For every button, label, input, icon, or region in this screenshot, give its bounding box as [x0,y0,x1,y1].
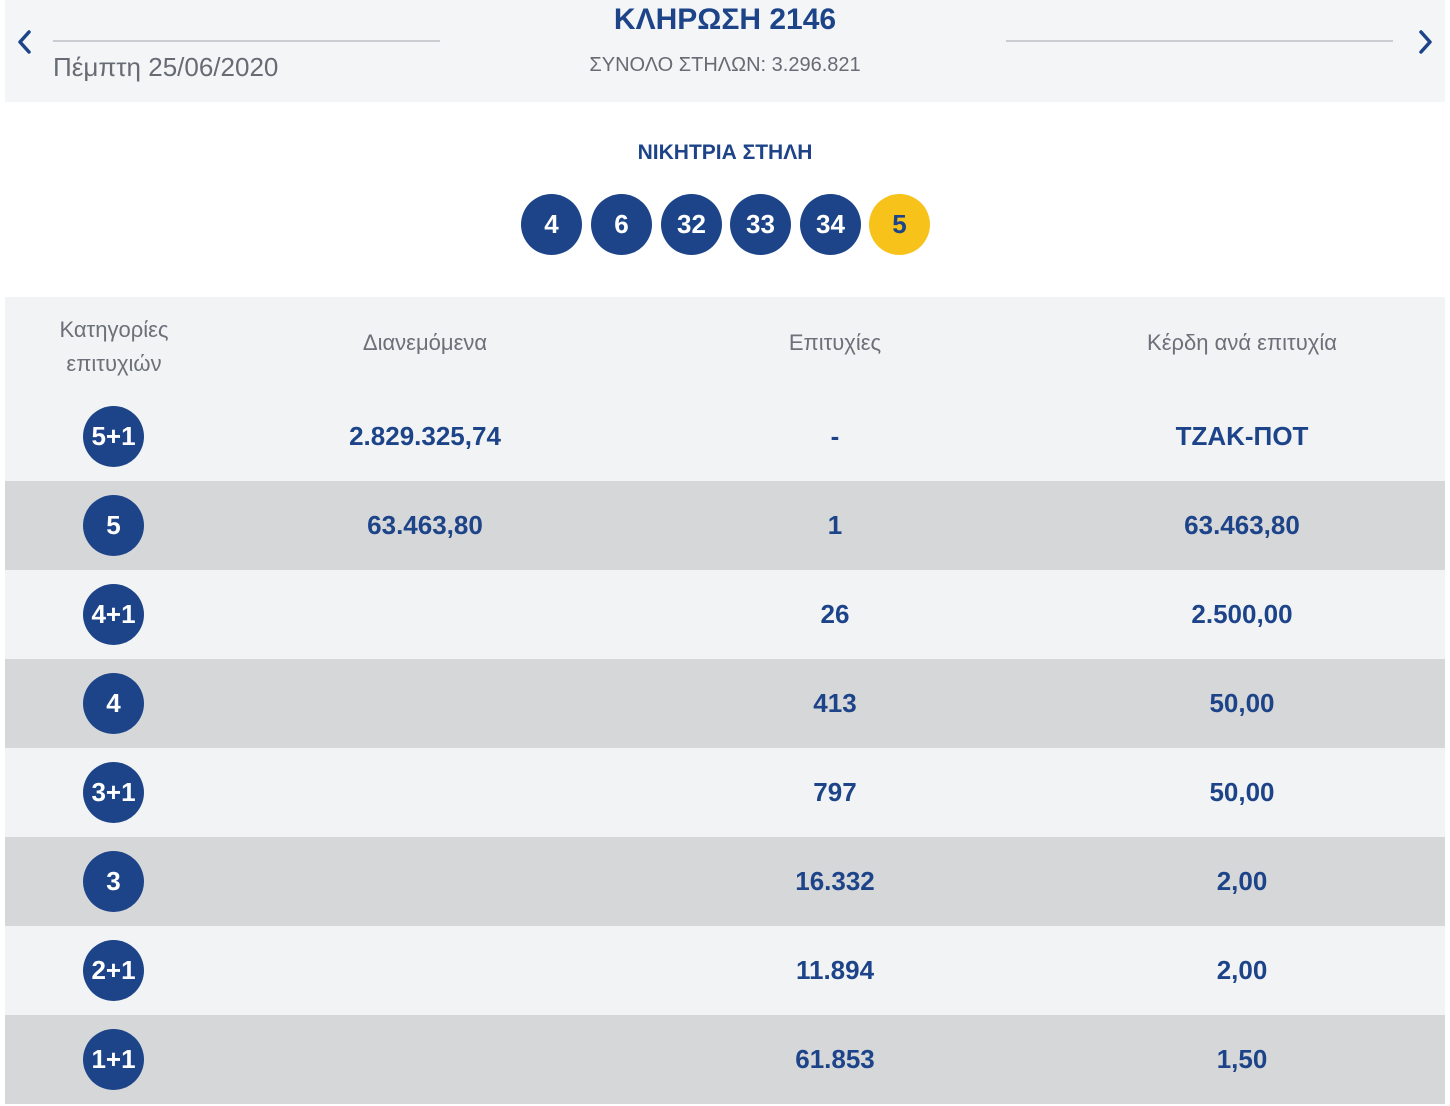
distributed-amount [225,837,625,926]
prize-per-winner: 2,00 [1216,955,1268,985]
header-winners: Επιτυχίες [788,330,882,355]
distributed-amount [225,748,625,837]
category-badge: 2+1 [83,940,144,1001]
header-divider-right [1006,40,1393,42]
prize-per-winner: 2.500,00 [1191,599,1293,629]
winning-column-title: ΝΙΚΗΤΡΙΑ ΣΤΗΛΗ [637,141,813,164]
category-badge: 5+1 [83,406,144,467]
table-row: 3 16.332 2,00 [5,837,1445,926]
next-draw-button[interactable] [1407,22,1443,62]
category-badge: 4+1 [83,584,144,645]
category-badge: 4 [83,673,144,734]
winners-count: 11.894 [795,955,875,985]
draw-header: Πέμπτη 25/06/2020 ΚΛΗΡΩΣΗ 2146 ΣΥΝΟΛΟ ΣΤ… [5,0,1445,102]
chevron-left-icon [18,30,31,54]
table-row: 4 413 50,00 [5,659,1445,748]
prize-per-winner: 1,50 [1216,1044,1268,1074]
winners-count: 413 [813,688,857,718]
number-ball: 34 [800,194,861,255]
number-ball: 33 [730,194,791,255]
header-category: Κατηγορίες επιτυχιών [59,317,169,376]
winners-count: 26 [820,599,850,629]
prize-per-winner: 63.463,80 [1184,510,1300,540]
chevron-right-icon [1419,30,1432,54]
header-divider-left [53,40,440,42]
total-columns: ΣΥΝΟΛΟ ΣΤΗΛΩΝ: 3.296.821 [589,54,861,76]
distributed-amount: 2.829.325,74 [349,421,501,451]
distributed-amount [225,926,625,1015]
number-ball: 32 [661,194,722,255]
distributed-amount [225,659,625,748]
winners-count: - [830,421,840,451]
distributed-amount [225,570,625,659]
table-row: 2+1 11.894 2,00 [5,926,1445,1015]
table-row: 1+1 61.853 1,50 [5,1015,1445,1104]
previous-draw-button[interactable] [7,22,43,62]
winners-count: 1 [827,510,843,540]
distributed-amount [225,1015,625,1104]
prize-per-winner: 2,00 [1216,866,1268,896]
table-header: Κατηγορίες επιτυχιών Διανεμόμενα Επιτυχί… [5,297,1445,392]
winners-count: 797 [813,777,857,807]
winners-count: 16.332 [795,866,875,896]
category-badge: 3+1 [83,762,144,823]
prize-per-winner: 50,00 [1209,777,1275,807]
prize-table: Κατηγορίες επιτυχιών Διανεμόμενα Επιτυχί… [5,297,1445,1104]
prize-per-winner: 50,00 [1209,688,1275,718]
winning-numbers: 4 6 32 33 34 5 [0,194,1450,255]
category-badge: 1+1 [83,1029,144,1090]
number-ball: 6 [591,194,652,255]
category-badge: 3 [83,851,144,912]
table-row: 5+1 2.829.325,74 - ΤΖΑΚ-ΠΟΤ [5,392,1445,481]
table-row: 4+1 26 2.500,00 [5,570,1445,659]
number-ball: 4 [521,194,582,255]
header-distributed: Διανεμόμενα [362,330,488,355]
draw-date: Πέμπτη 25/06/2020 [53,52,279,82]
header-prize: Κέρδη ανά επιτυχία [1147,330,1337,355]
distributed-amount: 63.463,80 [367,510,483,540]
table-row: 3+1 797 50,00 [5,748,1445,837]
category-badge: 5 [83,495,144,556]
winners-count: 61.853 [795,1044,875,1074]
joker-ball: 5 [869,194,930,255]
draw-title: ΚΛΗΡΩΣΗ 2146 [613,3,837,36]
table-row: 5 63.463,80 1 63.463,80 [5,481,1445,570]
prize-per-winner: ΤΖΑΚ-ΠΟΤ [1175,421,1309,451]
